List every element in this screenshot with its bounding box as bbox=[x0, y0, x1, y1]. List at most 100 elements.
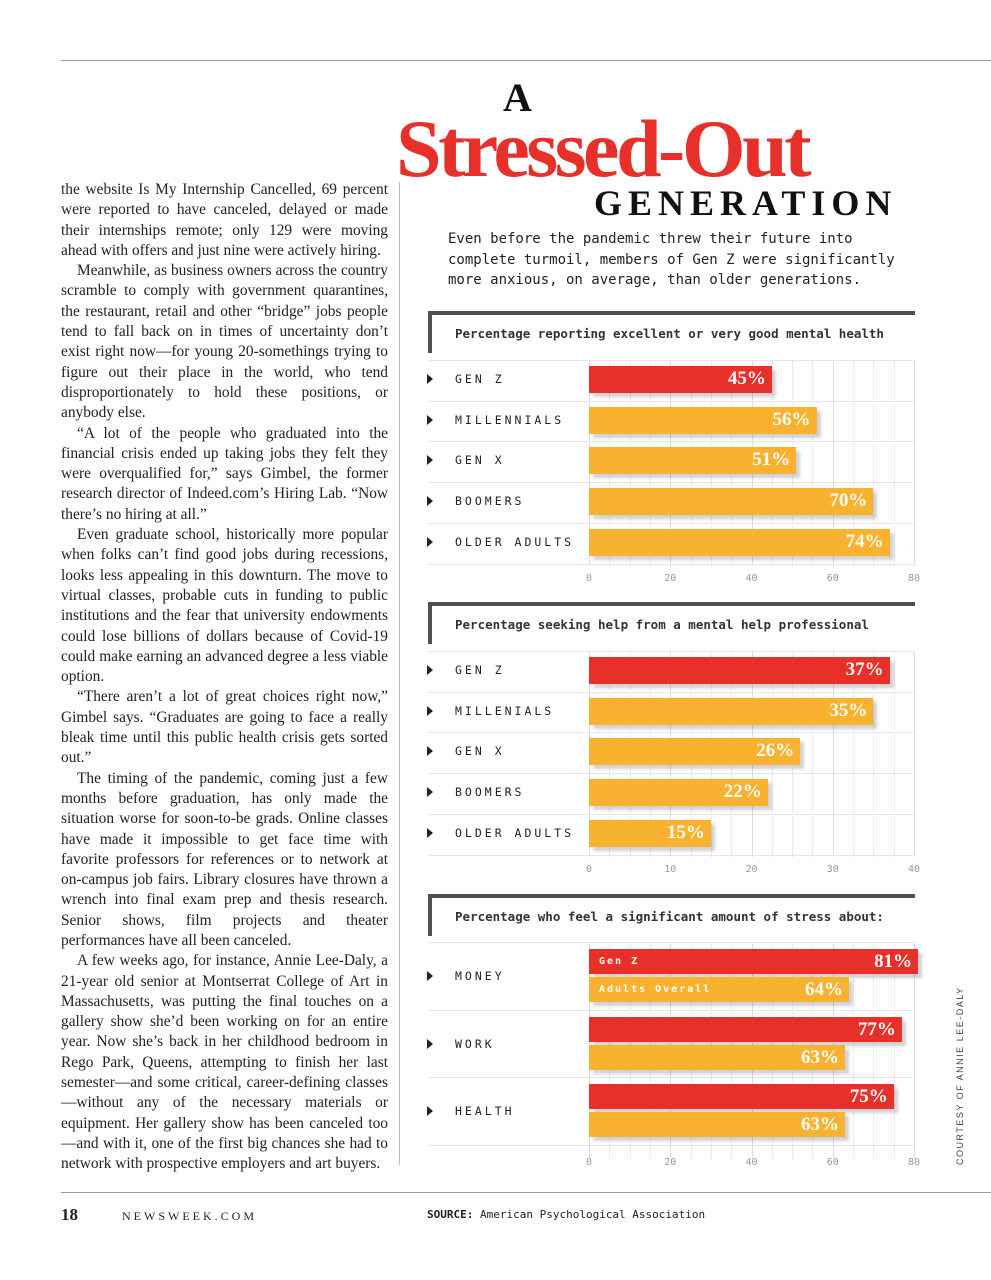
subtitle: Even before the pandemic threw their fut… bbox=[448, 231, 895, 288]
x-tick-label: 20 bbox=[664, 1157, 677, 1168]
top-rule bbox=[61, 60, 991, 61]
gridline bbox=[893, 361, 895, 566]
article-paragraph: The timing of the pandemic, coming just … bbox=[61, 769, 388, 949]
site-name: NEWSWEEK.COM bbox=[122, 1209, 257, 1223]
bar: 74% bbox=[589, 528, 890, 556]
category-label: WORK bbox=[455, 1036, 495, 1051]
row-arrow-icon bbox=[427, 1038, 433, 1049]
article-body: the website Is My Internship Cancelled, … bbox=[61, 180, 388, 1175]
x-tick-label: 80 bbox=[907, 1157, 921, 1168]
bar-value-label: 64% bbox=[805, 979, 843, 1000]
article-paragraph: Even graduate school, historically more … bbox=[61, 526, 388, 686]
bar-value-label: 15% bbox=[666, 821, 705, 843]
bar-value-label: 77% bbox=[857, 1018, 896, 1040]
bar-value-label: 70% bbox=[829, 490, 868, 512]
x-tick-label: 10 bbox=[664, 864, 677, 875]
gridline bbox=[812, 361, 814, 566]
bar: 56% bbox=[589, 406, 817, 434]
row-divider bbox=[428, 1009, 915, 1011]
bar: 37% bbox=[589, 657, 890, 684]
photo-credit: COURTESY OF ANNIE LEE-DALY bbox=[955, 986, 965, 1165]
bar-value-label: 63% bbox=[800, 1046, 839, 1068]
bar-value-label: 63% bbox=[800, 1114, 839, 1135]
bar-value-label: 75% bbox=[849, 1086, 888, 1107]
x-tick-label: 40 bbox=[745, 573, 758, 584]
gridline bbox=[873, 652, 875, 857]
row-arrow-icon bbox=[427, 971, 433, 981]
row-divider bbox=[428, 1144, 915, 1146]
bar: 51% bbox=[589, 447, 797, 475]
bottom-rule bbox=[61, 1192, 991, 1193]
category-label: OLDER ADULTS bbox=[455, 534, 575, 549]
bar: 45% bbox=[589, 366, 772, 393]
row-divider bbox=[428, 942, 915, 943]
chart-title: Percentage seeking help from a mental he… bbox=[455, 617, 869, 632]
article-paragraph: “There aren’t a lot of great choices rig… bbox=[61, 688, 388, 767]
source-text: American Psychological Association bbox=[479, 1208, 706, 1221]
row-divider bbox=[428, 1077, 915, 1078]
category-label: GEN X bbox=[455, 744, 505, 759]
bar-value-label: 51% bbox=[752, 449, 791, 471]
bar: 75% bbox=[589, 1084, 894, 1109]
x-tick-label: 40 bbox=[907, 864, 921, 875]
gridline bbox=[832, 361, 834, 566]
article-paragraph: the website Is My Internship Cancelled, … bbox=[61, 181, 388, 259]
category-label: GEN Z bbox=[455, 372, 505, 386]
row-arrow-icon bbox=[427, 827, 433, 838]
row-divider bbox=[428, 732, 915, 734]
chart-title: Percentage reporting excellent or very g… bbox=[455, 326, 884, 341]
row-divider bbox=[428, 651, 915, 652]
bar-value-label: 74% bbox=[845, 530, 884, 552]
gridline bbox=[914, 944, 915, 1159]
chart-title-frame bbox=[428, 894, 915, 936]
bar-value-label: 37% bbox=[845, 659, 884, 680]
gridline bbox=[832, 652, 834, 857]
row-divider bbox=[428, 854, 915, 856]
bar: 77% bbox=[589, 1016, 902, 1042]
bar-value-label: 56% bbox=[772, 408, 811, 430]
bar: 35% bbox=[589, 697, 874, 725]
row-divider bbox=[428, 563, 915, 565]
row-arrow-icon bbox=[427, 455, 433, 466]
series-label: Adults Overall bbox=[599, 984, 712, 995]
gridline bbox=[853, 361, 855, 566]
gridline bbox=[873, 361, 875, 566]
headline-a: A bbox=[503, 75, 532, 120]
x-tick-label: 60 bbox=[826, 573, 839, 584]
category-label: BOOMERS bbox=[455, 494, 525, 509]
chart-seeking-help: Percentage seeking help from a mental he… bbox=[420, 602, 920, 882]
x-tick-label: 60 bbox=[826, 1157, 839, 1168]
x-tick-label: 80 bbox=[907, 573, 921, 584]
category-label: MONEY bbox=[455, 969, 505, 983]
chart-title: Percentage who feel a significant amount… bbox=[455, 909, 884, 924]
row-arrow-icon bbox=[427, 665, 433, 675]
row-divider bbox=[428, 691, 915, 693]
gridline bbox=[914, 361, 915, 566]
gridline bbox=[853, 652, 855, 857]
row-arrow-icon bbox=[427, 536, 433, 547]
article-paragraph: “A lot of the people who graduated into … bbox=[61, 424, 388, 523]
x-tick-label: 30 bbox=[826, 864, 839, 875]
bar-value-label: 45% bbox=[727, 368, 766, 389]
bar: 26% bbox=[589, 738, 801, 766]
category-label: OLDER ADULTS bbox=[455, 825, 575, 840]
row-divider bbox=[428, 360, 915, 361]
gridline bbox=[812, 652, 814, 857]
source-label: SOURCE: bbox=[427, 1208, 474, 1221]
source-line: SOURCE: American Psychological Associati… bbox=[427, 1208, 705, 1221]
gridline bbox=[853, 944, 855, 1159]
row-arrow-icon bbox=[427, 705, 433, 716]
row-arrow-icon bbox=[427, 746, 433, 757]
row-divider bbox=[428, 482, 915, 484]
row-arrow-icon bbox=[427, 414, 433, 425]
article-paragraph: A few weeks ago, for instance, Annie Lee… bbox=[61, 952, 388, 1173]
bar-value-label: 35% bbox=[829, 699, 868, 721]
bar: 63% bbox=[589, 1044, 845, 1070]
chart-mental-health: Percentage reporting excellent or very g… bbox=[420, 311, 920, 591]
category-label: HEALTH bbox=[455, 1104, 515, 1118]
chart-title-frame bbox=[428, 602, 915, 644]
bar: Adults Overall 64% bbox=[589, 977, 849, 1002]
bar-value-label: 81% bbox=[874, 951, 913, 972]
article-paragraph: Meanwhile, as business owners across the… bbox=[61, 262, 388, 422]
row-arrow-icon bbox=[427, 787, 433, 798]
